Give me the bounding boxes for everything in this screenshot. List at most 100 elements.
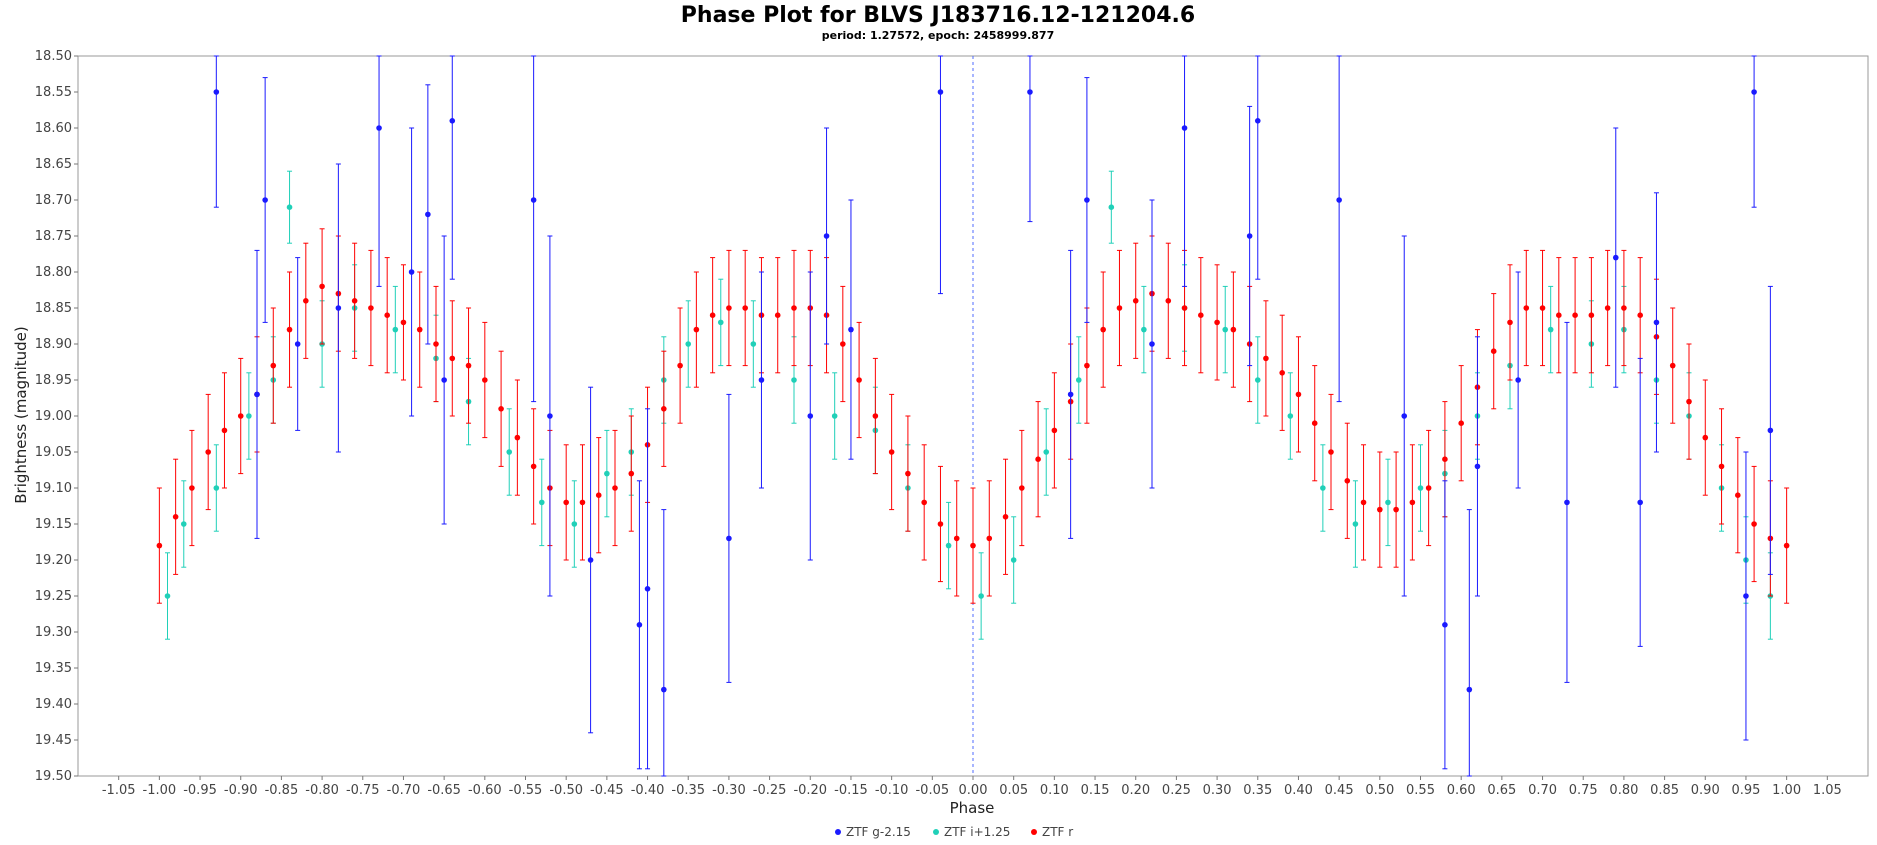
x-tick-label: -0.80	[305, 783, 339, 798]
data-point	[164, 593, 171, 599]
y-tick-label: 19.25	[35, 589, 72, 604]
data-point	[1279, 370, 1285, 376]
data-point	[604, 470, 610, 477]
chart-legend: ZTF g-2.15 ZTF i+1.25 ZTF r	[835, 825, 1073, 839]
data-point	[1474, 463, 1481, 470]
data-point	[368, 305, 374, 311]
x-tick-label: -0.70	[387, 783, 421, 798]
data-point	[1490, 348, 1497, 355]
data-point	[384, 312, 390, 319]
x-tick-label: -0.95	[183, 783, 217, 798]
data-point	[579, 499, 586, 506]
data-point	[1165, 298, 1172, 304]
data-point	[693, 326, 700, 333]
y-tick-label: 18.60	[35, 121, 72, 136]
data-point	[1621, 305, 1627, 311]
data-point	[1043, 449, 1050, 455]
x-tick-label: 0.30	[1203, 783, 1232, 798]
data-point	[1230, 326, 1237, 333]
data-point	[953, 535, 960, 542]
y-tick-label: 19.45	[35, 733, 72, 748]
data-point	[1295, 391, 1302, 398]
data-point	[1539, 305, 1546, 311]
data-point	[433, 341, 439, 347]
x-tick-label: 0.80	[1609, 783, 1638, 798]
legend-label: ZTF g-2.15	[846, 825, 911, 839]
y-tick-label: 19.10	[35, 481, 72, 496]
data-point	[547, 413, 553, 419]
data-point	[351, 298, 358, 304]
data-point	[1458, 420, 1464, 427]
data-point	[1588, 312, 1595, 319]
data-point	[726, 535, 732, 542]
y-axis-label: Brightness (magnitude)	[12, 326, 30, 504]
data-point	[246, 413, 252, 419]
data-point	[1328, 449, 1334, 455]
data-point	[1010, 557, 1017, 563]
data-point	[888, 449, 895, 455]
y-tick-label: 18.65	[35, 157, 72, 172]
x-tick-label: 1.00	[1772, 783, 1801, 798]
data-point	[1385, 499, 1391, 506]
x-tick-label: 0.90	[1691, 783, 1720, 798]
data-point	[408, 269, 415, 275]
x-tick-label: -0.40	[631, 783, 665, 798]
x-tick-label: 0.85	[1650, 783, 1679, 798]
series-1	[213, 55, 1774, 777]
data-point	[1360, 499, 1367, 506]
y-tick-label: 18.90	[35, 337, 72, 352]
data-point	[1564, 499, 1570, 506]
y-tick-label: 19.15	[35, 517, 72, 532]
data-point	[1352, 521, 1359, 527]
data-point	[416, 326, 423, 333]
data-point	[221, 427, 228, 434]
y-tick-label: 18.85	[35, 301, 72, 316]
y-tick-label: 18.50	[35, 49, 72, 64]
data-point	[335, 305, 342, 311]
data-point	[262, 197, 268, 203]
data-point	[1132, 298, 1139, 304]
data-point	[441, 377, 447, 383]
x-axis-label: Phase	[950, 799, 995, 817]
data-point	[1002, 514, 1009, 520]
x-tick-label: 0.00	[959, 783, 988, 798]
data-point	[1254, 377, 1261, 383]
data-point	[937, 521, 944, 527]
data-point	[791, 377, 797, 383]
y-tick-label: 19.35	[35, 661, 72, 676]
data-point	[1751, 89, 1757, 95]
data-point	[1466, 686, 1473, 693]
legend-label: ZTF r	[1042, 825, 1073, 839]
data-point	[1084, 197, 1090, 203]
data-point	[1612, 254, 1619, 261]
data-point	[595, 492, 602, 499]
x-tick-label: 0.15	[1081, 783, 1110, 798]
data-point	[1637, 499, 1643, 506]
data-point	[661, 406, 667, 412]
data-point	[823, 233, 830, 239]
data-point	[189, 485, 195, 491]
data-point	[791, 305, 797, 311]
y-tick-label: 19.20	[35, 553, 72, 568]
data-point	[1320, 485, 1326, 491]
data-point	[449, 118, 456, 124]
data-point	[1222, 326, 1229, 333]
data-point	[677, 362, 683, 369]
data-point	[1425, 485, 1432, 491]
legend-marker	[1031, 829, 1037, 835]
data-point	[1572, 312, 1578, 319]
x-tick-label: -0.65	[427, 783, 461, 798]
data-point	[1214, 319, 1220, 326]
x-tick-label: -0.15	[834, 783, 868, 798]
x-tick-label: 0.05	[999, 783, 1028, 798]
data-point	[465, 362, 472, 369]
data-point	[1311, 420, 1318, 427]
data-point	[978, 593, 984, 599]
data-point	[180, 521, 187, 527]
data-point	[1019, 485, 1025, 491]
x-tick-label: -1.00	[143, 783, 177, 798]
y-tick-label: 18.95	[35, 373, 72, 388]
data-point	[628, 470, 635, 477]
data-point	[1547, 326, 1554, 333]
data-point	[644, 586, 651, 592]
